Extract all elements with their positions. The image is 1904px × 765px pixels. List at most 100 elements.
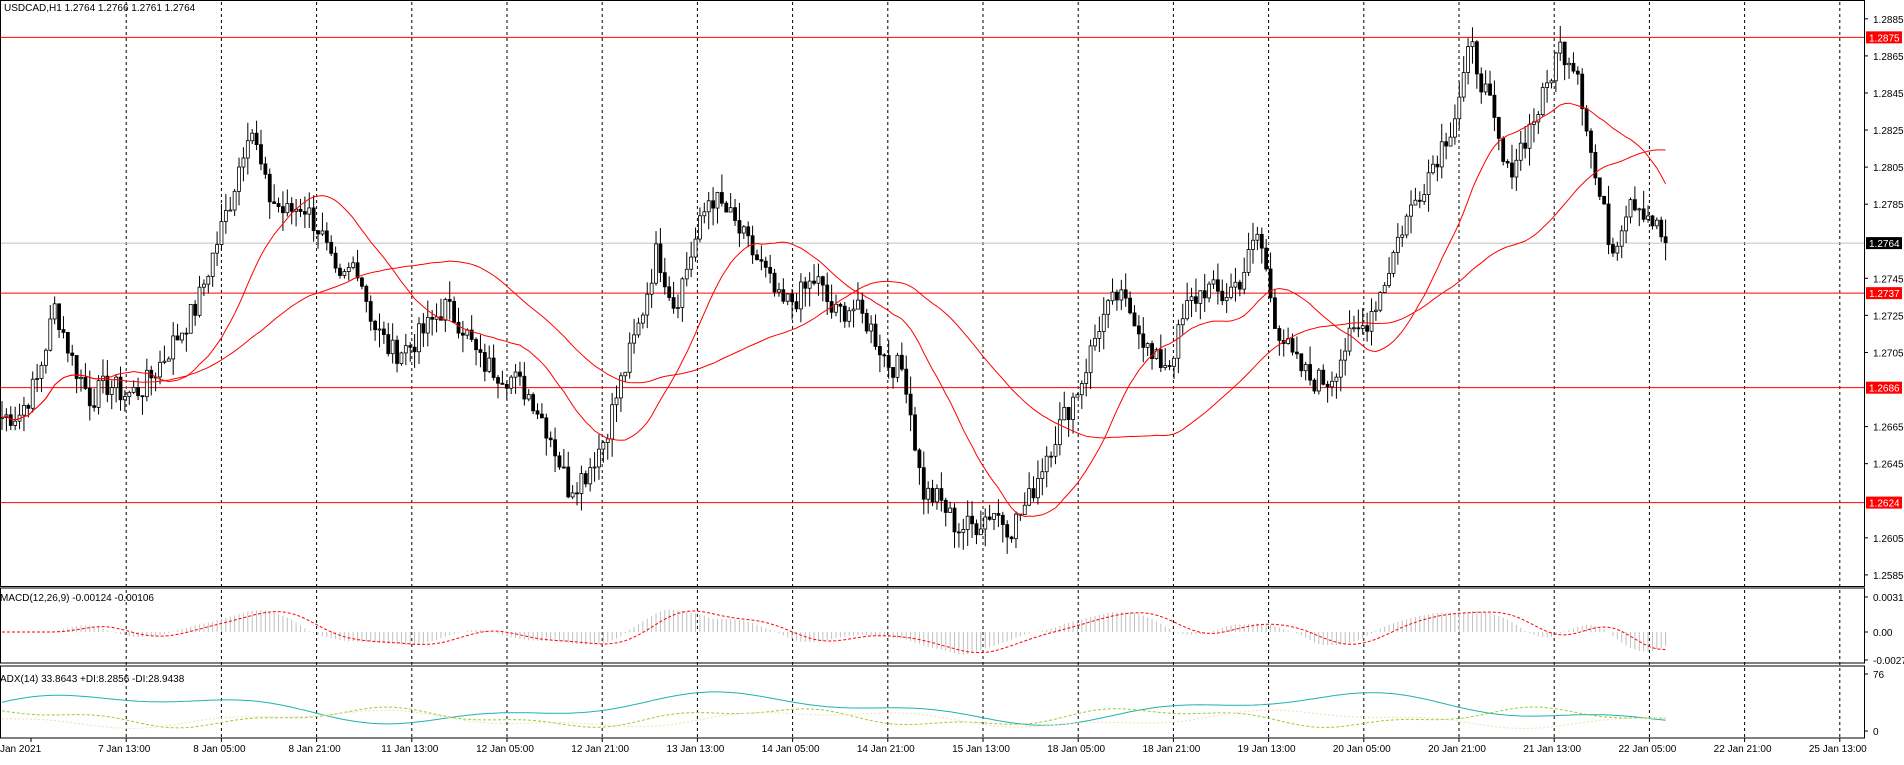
candle-body xyxy=(610,404,615,440)
adx-pane[interactable] xyxy=(1,691,1666,729)
macd-tick-label: -0.00279 xyxy=(1873,656,1904,667)
time-label: Jan 2021 xyxy=(0,744,42,755)
candle-body xyxy=(1505,161,1510,164)
candle-body xyxy=(1395,236,1400,253)
candle-body xyxy=(65,332,70,354)
candle-body xyxy=(1215,279,1220,292)
candle-body xyxy=(667,286,672,298)
candle-body xyxy=(302,211,307,215)
candle-body xyxy=(895,354,900,378)
candle-body xyxy=(1040,471,1045,479)
candle-body xyxy=(1641,208,1646,220)
candle-body xyxy=(307,207,312,215)
candle-body xyxy=(180,332,184,341)
candle-body xyxy=(259,144,263,165)
candle-body xyxy=(1624,216,1629,232)
candle-body xyxy=(360,277,364,287)
candle-body xyxy=(1488,83,1492,96)
candle-body xyxy=(48,318,53,351)
candle-body xyxy=(1259,233,1264,249)
candle-body xyxy=(1615,245,1620,254)
candle-body xyxy=(877,346,882,356)
candle-body xyxy=(983,516,988,530)
macd-tick-label: 0.00 xyxy=(1873,628,1893,639)
candle-body xyxy=(557,455,562,468)
candle-body xyxy=(1597,177,1602,197)
candle-body xyxy=(22,405,26,416)
macd-pane[interactable] xyxy=(2,609,1667,655)
main-pane[interactable] xyxy=(0,25,1864,554)
candle-body xyxy=(785,293,790,302)
price-label: 1.2705 xyxy=(1873,348,1904,359)
candle-body xyxy=(197,286,202,316)
candle-body xyxy=(1101,313,1106,332)
candle-body xyxy=(1567,62,1571,66)
candle-body xyxy=(1518,142,1523,161)
candle-body xyxy=(342,271,347,276)
candle-body xyxy=(482,352,487,372)
candle-body xyxy=(531,394,536,412)
candle-body xyxy=(570,492,575,498)
macd-signal-line xyxy=(2,610,1666,654)
candle-body xyxy=(759,259,764,262)
candle-body xyxy=(1417,199,1422,202)
candle-body xyxy=(324,230,329,243)
candle-body xyxy=(320,230,325,235)
price-label: 1.2785 xyxy=(1873,200,1904,211)
adx-tick-label: 76 xyxy=(1873,670,1885,681)
candle-body xyxy=(1470,41,1475,48)
candle-body xyxy=(333,252,338,269)
candle-body xyxy=(1492,94,1497,118)
candle-body xyxy=(1031,488,1036,499)
candle-body xyxy=(1400,234,1405,238)
candle-body xyxy=(952,507,957,533)
candle-body xyxy=(1189,296,1194,301)
candle-body xyxy=(553,439,557,457)
candle-body xyxy=(368,301,373,322)
candle-body xyxy=(1571,62,1576,72)
candle-body xyxy=(974,523,979,536)
candle-body xyxy=(469,329,474,340)
candle-body xyxy=(1119,289,1124,301)
candle-body xyxy=(87,388,92,407)
candle-body xyxy=(860,299,865,314)
candle-body xyxy=(1233,281,1238,288)
candle-body xyxy=(1501,137,1506,162)
candle-body xyxy=(1202,290,1207,299)
candle-body xyxy=(57,303,61,330)
candle-body xyxy=(702,211,707,217)
candle-body xyxy=(1461,72,1466,98)
candle-body xyxy=(43,349,48,366)
candle-body xyxy=(838,303,843,307)
candle-body xyxy=(1088,345,1093,374)
candle-body xyxy=(970,515,974,525)
candle-body xyxy=(210,252,215,277)
candle-body xyxy=(351,262,356,268)
candle-body xyxy=(1593,152,1598,179)
candle-body xyxy=(632,334,636,344)
price-tag-label: 1.2875 xyxy=(1869,33,1900,44)
candle-body xyxy=(1264,247,1269,270)
candle-body xyxy=(1352,327,1356,330)
time-label: 20 Jan 21:00 xyxy=(1428,744,1486,755)
candle-body xyxy=(1220,290,1225,302)
candle-body xyxy=(1584,108,1589,132)
candle-body xyxy=(1549,80,1554,84)
candle-body xyxy=(1545,82,1549,88)
candle-body xyxy=(136,386,140,397)
candle-body xyxy=(381,328,386,335)
candle-body xyxy=(790,293,795,303)
candle-body xyxy=(1628,199,1633,218)
candle-body xyxy=(267,173,272,203)
candle-body xyxy=(26,405,31,409)
price-label: 1.2665 xyxy=(1873,423,1904,434)
candle-body xyxy=(1154,349,1159,359)
candle-body xyxy=(237,166,241,192)
candle-body xyxy=(1654,219,1659,227)
candle-body xyxy=(215,244,219,254)
price-tag xyxy=(1866,496,1902,509)
candle-body xyxy=(575,492,579,495)
candle-body xyxy=(1022,504,1027,516)
